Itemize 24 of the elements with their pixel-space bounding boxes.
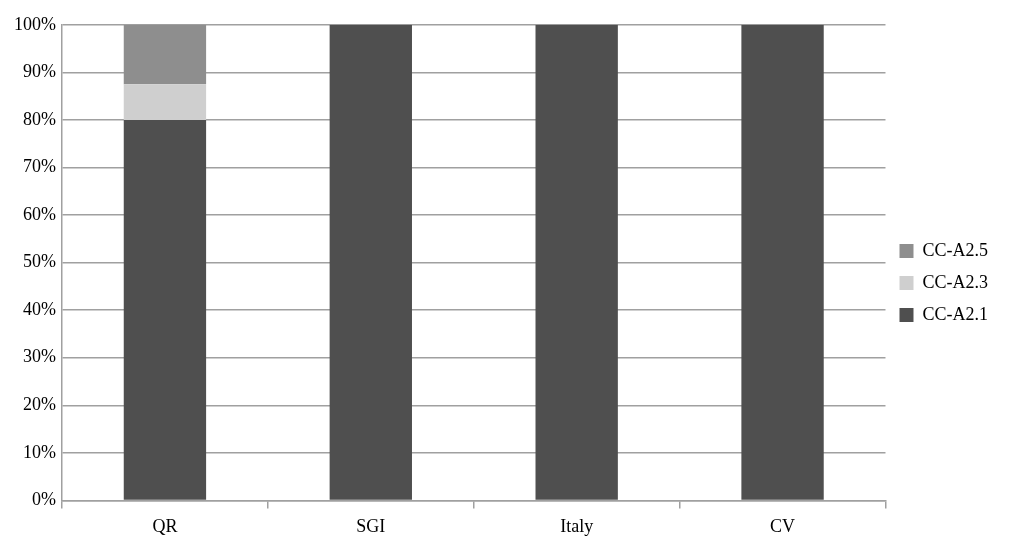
y-tick-label: 0% xyxy=(31,489,56,510)
bar xyxy=(123,84,207,120)
y-tick-label: 20% xyxy=(22,394,56,415)
bar xyxy=(123,24,207,85)
bar xyxy=(123,119,207,500)
bar xyxy=(741,24,824,500)
y-tick-label: 40% xyxy=(22,298,56,319)
legend-label: CC-A2.5 xyxy=(922,239,989,260)
bar xyxy=(329,24,412,500)
y-tick-label: 50% xyxy=(22,251,56,272)
y-tick-label: 30% xyxy=(22,346,56,367)
x-tick-label: SGI xyxy=(356,515,386,536)
x-tick-label: QR xyxy=(152,515,178,536)
y-tick-label: 10% xyxy=(22,441,56,462)
x-tick-label: Italy xyxy=(560,515,594,536)
y-tick-label: 80% xyxy=(22,108,56,129)
y-tick-label: 90% xyxy=(22,61,56,82)
y-tick-label: 60% xyxy=(22,203,56,224)
y-tick-label: 70% xyxy=(22,156,56,177)
legend-label: CC-A2.3 xyxy=(922,271,989,292)
x-tick-label: CV xyxy=(770,515,796,536)
legend-label: CC-A2.1 xyxy=(922,303,989,324)
bar xyxy=(535,24,618,500)
y-tick-label: 100% xyxy=(13,13,56,34)
